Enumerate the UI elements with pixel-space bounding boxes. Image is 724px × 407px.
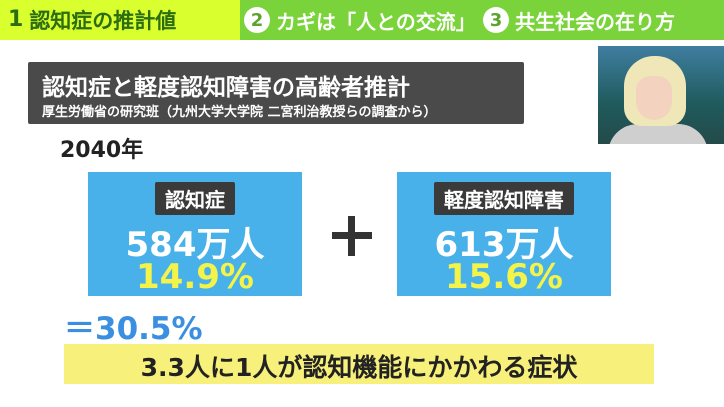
card-label: 軽度認知障害 [434, 182, 574, 215]
tab-label: 共生社会の在り方 [515, 9, 675, 34]
presenter-video-thumbnail [598, 46, 724, 144]
tab-topic-1[interactable]: 1 認知症の推計値 [0, 0, 240, 40]
headline-title: 認知症と軽度認知障害の高齢者推計 [42, 75, 410, 101]
mci-estimate-card: 軽度認知障害 613万人 15.6% [397, 172, 611, 297]
tab-label: 認知症の推計値 [29, 9, 177, 33]
tab-number-badge: 3 [483, 7, 509, 33]
card-percent: 15.6% [445, 257, 563, 297]
card-count: 584万人 [125, 225, 265, 265]
summary-banner-text: 3.3人に1人が認知機能にかかわる症状 [140, 353, 578, 382]
card-label: 認知症 [155, 182, 235, 215]
card-percent: 14.9% [136, 257, 254, 297]
tab-number-badge: 2 [244, 7, 270, 33]
topic-tab-bar: 1 認知症の推計値 2 カギは「人との交流」 3 共生社会の在り方 [0, 0, 724, 40]
presenter-face [636, 76, 672, 120]
plus-icon [332, 216, 372, 256]
tab-number: 1 [8, 7, 24, 32]
headline-box: 認知症と軽度認知障害の高齢者推計 厚生労働省の研究班（九州大学大学院 二宮利治教… [28, 62, 524, 124]
tab-label: カギは「人との交流」 [276, 9, 476, 34]
year-label: 2040年 [60, 138, 144, 163]
summary-banner: 3.3人に1人が認知機能にかかわる症状 [64, 344, 654, 384]
total-percent: ＝30.5% [64, 311, 203, 347]
dementia-estimate-card: 認知症 584万人 14.9% [88, 172, 302, 297]
headline-source: 厚生労働省の研究班（九州大学大学院 二宮利治教授らの調査から） [42, 105, 437, 120]
card-count: 613万人 [434, 225, 574, 265]
presenter-shirt [608, 124, 708, 144]
tab-topic-3[interactable]: 3 共生社会の在り方 [483, 0, 675, 40]
tab-topic-2[interactable]: 2 カギは「人との交流」 [244, 0, 476, 40]
